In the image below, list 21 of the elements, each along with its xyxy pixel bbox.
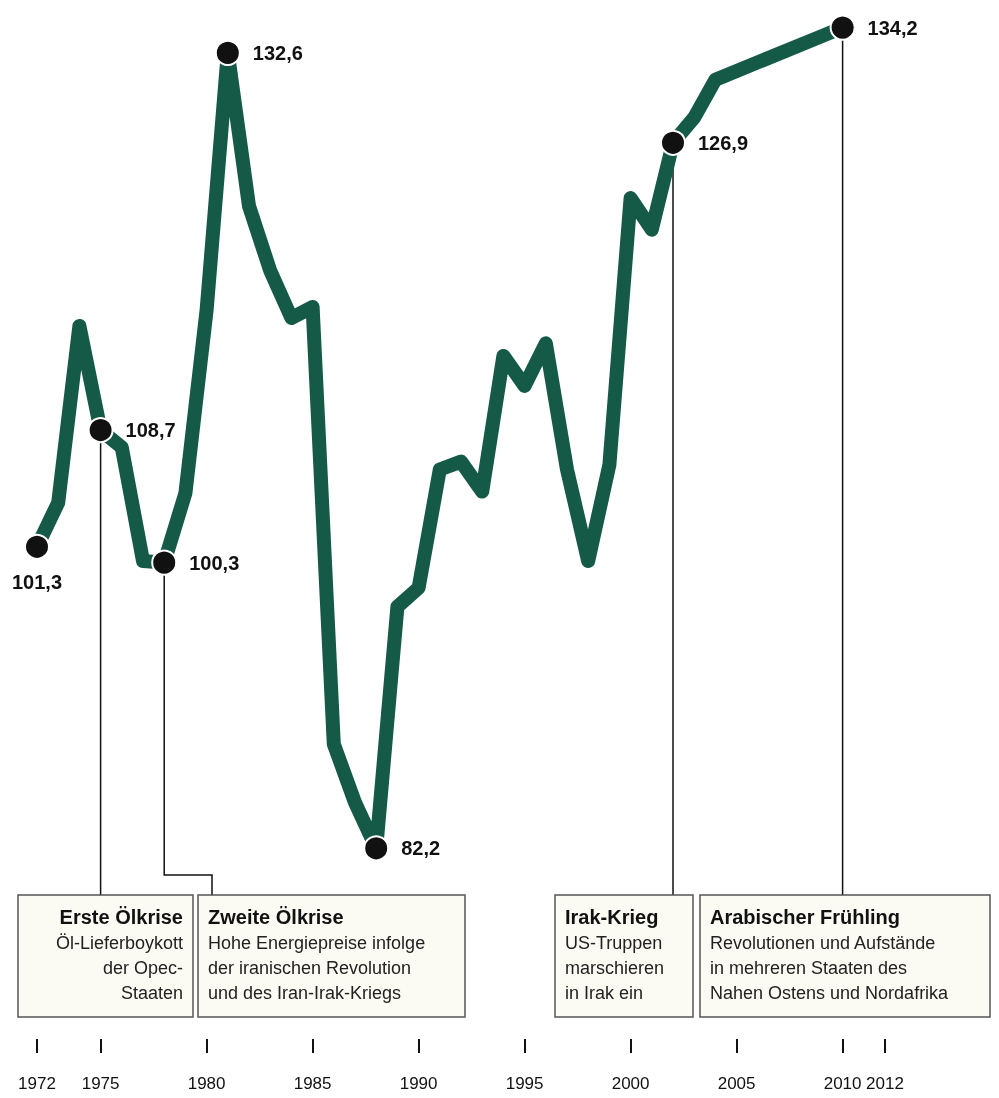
x-tick-label: 1975 <box>81 1074 120 1093</box>
x-tick-label: 2010 <box>823 1074 862 1093</box>
data-label: 108,7 <box>125 419 176 442</box>
text: Zweite Ölkrise Hohe Energiepreise infolge der iranischen Revolution und des Iran-Irak-Kriegs <box>208 905 426 1003</box>
x-tick-label: 2000 <box>611 1074 650 1093</box>
x-tick-label: 2012 <box>866 1074 904 1093</box>
x-tick-label: 1990 <box>399 1074 438 1093</box>
text: Irak-Krieg US-Truppen marschieren in Irak ein <box>565 905 665 1003</box>
data-label: 100,3 <box>189 551 240 574</box>
text: Erste Ölkrise Öl-Lieferboykott der Opec- Staaten <box>55 905 183 1003</box>
x-tick-label: 1980 <box>187 1074 226 1093</box>
data-label: 101,3 <box>11 570 63 593</box>
data-label: 132,6 <box>252 41 303 64</box>
x-tick-label: 1985 <box>293 1074 332 1093</box>
x-tick-label: 1995 <box>505 1074 544 1093</box>
x-tick-label: 1972 <box>18 1074 56 1093</box>
x-tick-label: 2005 <box>717 1074 756 1093</box>
data-label: 126,9 <box>698 131 749 154</box>
data-label: 82,2 <box>401 837 441 860</box>
data-label: 134,2 <box>867 16 918 39</box>
text: Arabischer Frühling Revolutionen und Aufstände in mehreren Staaten des Nahen Ostens und Nordafrika <box>710 905 950 1003</box>
